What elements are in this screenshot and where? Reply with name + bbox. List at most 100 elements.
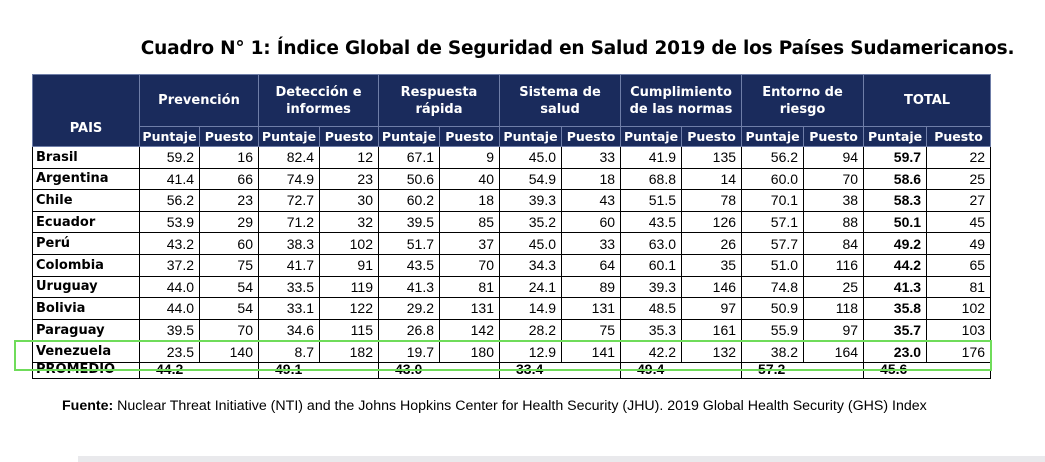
puntaje-cell: 44.2: [863, 253, 928, 277]
puntaje-cell: 59.2: [139, 146, 200, 169]
country-cell: Chile: [32, 189, 140, 212]
puesto-cell: 91: [319, 253, 379, 277]
puntaje-cell: 45.0: [499, 232, 562, 255]
puesto-cell: 25: [803, 275, 865, 299]
country-cell: Ecuador: [32, 210, 140, 234]
country-cell: Uruguay: [32, 275, 140, 299]
column-header-puntaje: Puntaje: [620, 126, 683, 147]
puntaje-cell: 48.5: [620, 297, 683, 320]
puntaje-cell: 34.3: [499, 253, 562, 277]
puntaje-cell: 39.5: [378, 210, 440, 234]
puesto-cell: 102: [319, 232, 379, 255]
puesto-cell: 81: [926, 275, 992, 299]
column-header-puntaje: Puntaje: [139, 126, 200, 147]
table-row: Paraguay 39.5 70 34.6 115 26.8 142 28.2 75 35.3 16…: [32, 318, 992, 342]
puesto-cell: 14: [681, 167, 743, 191]
puesto-cell: 23: [199, 189, 259, 212]
puesto-cell: 37: [439, 232, 500, 255]
puntaje-cell: 72.7: [258, 189, 320, 212]
puntaje-cell: 49.2: [863, 232, 928, 255]
puesto-cell: 75: [560, 318, 622, 342]
column-header-group: Prevención: [139, 74, 259, 127]
puntaje-cell: 53.9: [139, 210, 200, 234]
puntaje-cell: 50.6: [378, 167, 440, 191]
puesto-cell: 122: [319, 297, 379, 320]
puntaje-cell: 41.3: [378, 275, 440, 299]
puntaje-cell: 41.9: [620, 146, 683, 169]
puntaje-cell: 60.0: [741, 167, 805, 191]
column-header-puntaje: Puntaje: [863, 126, 928, 147]
puntaje-cell: 45.0: [499, 146, 562, 169]
puntaje-cell: 60.1: [620, 253, 683, 277]
puntaje-cell: 39.5: [139, 318, 200, 342]
column-header-puesto: Puesto: [681, 126, 743, 147]
puesto-cell: 60: [560, 210, 622, 234]
source-label: Fuente:: [62, 398, 114, 414]
puesto-cell: 35: [681, 253, 743, 277]
puesto-cell: 43: [560, 189, 622, 212]
country-cell: Paraguay: [32, 318, 140, 342]
puntaje-cell: 35.7: [863, 318, 928, 342]
puesto-cell: 40: [439, 167, 500, 191]
puntaje-cell: 33.5: [258, 275, 320, 299]
column-header-puesto: Puesto: [803, 126, 865, 147]
column-header-group: Sistema de salud: [498, 74, 622, 127]
puesto-cell: 33: [560, 146, 622, 169]
puesto-cell: 54: [199, 297, 259, 320]
puesto-cell: 89: [560, 275, 622, 299]
source-note: Fuente: Nuclear Threat Initiative (NTI) …: [62, 398, 927, 414]
puesto-cell: 26: [681, 232, 743, 255]
puesto-cell: 23: [319, 167, 379, 191]
table-row: Venezuela 23.5 140 8.7 182 19.7 180 12.9 141 42.2…: [32, 340, 992, 363]
puesto-cell: 131: [439, 297, 500, 320]
puesto-cell: 22: [926, 146, 992, 169]
puntaje-cell: 60.2: [378, 189, 440, 212]
puntaje-cell: 63.0: [620, 232, 683, 255]
puesto-cell: 18: [439, 189, 500, 212]
puntaje-cell: 67.1: [378, 146, 440, 169]
country-cell: Bolivia: [32, 297, 140, 320]
puntaje-cell: 58.3: [863, 189, 928, 212]
puesto-cell: 115: [319, 318, 379, 342]
puesto-cell: 18: [560, 167, 622, 191]
puntaje-cell: 28.2: [499, 318, 562, 342]
puesto-cell: 38: [803, 189, 865, 212]
puntaje-cell: 50.1: [863, 210, 928, 234]
table-row: Bolivia 44.0 54 33.1 122 29.2 131 14.9 131 48.5 97…: [32, 297, 992, 320]
puntaje-cell: 51.7: [378, 232, 440, 255]
puntaje-cell: 43.5: [620, 210, 683, 234]
column-header-puntaje: Puntaje: [741, 126, 805, 147]
table-row: Argentina 41.4 66 74.9 23 50.6 40 54.9 18 68.8 14 6…: [32, 167, 992, 191]
puntaje-cell: 71.2: [258, 210, 320, 234]
puntaje-cell: 56.2: [139, 189, 200, 212]
puntaje-cell: 35.8: [863, 297, 928, 320]
puesto-cell: 78: [681, 189, 743, 212]
column-header-pais: PAIS: [32, 74, 140, 147]
puntaje-cell: 51.0: [741, 253, 805, 277]
puntaje-cell: 51.5: [620, 189, 683, 212]
column-header-group: Respuesta rápida: [378, 74, 500, 127]
puesto-cell: 126: [681, 210, 743, 234]
puntaje-cell: 82.4: [258, 146, 320, 169]
puesto-cell: 97: [803, 318, 865, 342]
table-row: Colombia 37.2 75 41.7 91 43.5 70 34.3 64 60.1 35 51…: [32, 253, 992, 277]
puntaje-cell: 43.5: [378, 253, 440, 277]
puntaje-cell: 33.1: [258, 297, 320, 320]
source-text: Nuclear Threat Initiative (NTI) and the …: [113, 398, 927, 414]
health-security-table: PAIS Prevención Detección e informes Res…: [32, 74, 992, 379]
puesto-cell: 131: [560, 297, 622, 320]
puesto-cell: 9: [439, 146, 500, 169]
puntaje-cell: 39.3: [620, 275, 683, 299]
puesto-cell: 27: [926, 189, 992, 212]
puesto-cell: 33: [560, 232, 622, 255]
puesto-cell: 65: [926, 253, 992, 277]
puntaje-cell: 59.7: [863, 146, 928, 169]
puesto-cell: 142: [439, 318, 500, 342]
puntaje-cell: 37.2: [139, 253, 200, 277]
puntaje-cell: 26.8: [378, 318, 440, 342]
puesto-cell: 116: [803, 253, 865, 277]
bottom-scrollbar-track: [78, 456, 1045, 462]
puntaje-cell: 58.6: [863, 167, 928, 191]
header-row-groups: PAIS Prevención Detección e informes Res…: [32, 74, 992, 147]
column-header-puntaje: Puntaje: [378, 126, 440, 147]
